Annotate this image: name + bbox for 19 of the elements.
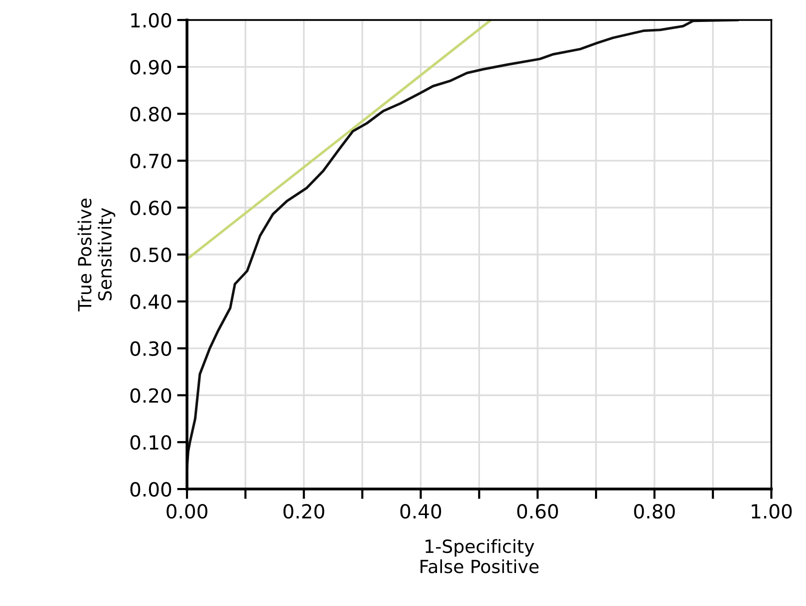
- x-tick-label: 1.00: [752, 504, 792, 519]
- y-tick-label: 0.60: [130, 200, 172, 216]
- y-tick-label: 0.70: [130, 154, 172, 168]
- x-axis-title: 1-Specificity False Positive: [420, 539, 539, 574]
- y-tick-label: 0.50: [130, 247, 172, 262]
- y-axis-title: True Positive Sensitivity: [78, 198, 116, 312]
- y-tick-label: 0.80: [130, 106, 172, 122]
- y-tick-label: 1.00: [131, 12, 172, 28]
- x-tick-label: 0.40: [400, 504, 442, 519]
- y-tick-label: 0.40: [130, 294, 172, 310]
- x-tick-label: 0.00: [166, 504, 208, 519]
- y-tick-label: 0.90: [130, 60, 172, 75]
- x-tick-label: 0.20: [283, 504, 324, 519]
- y-tick-label: 0.30: [130, 341, 172, 356]
- x-tick-label: 0.60: [517, 504, 558, 519]
- y-tick-label: 0.00: [130, 482, 172, 497]
- y-tick-label: 0.20: [130, 388, 172, 403]
- y-tick-label: 0.10: [130, 435, 172, 450]
- x-tick-label: 0.80: [634, 504, 675, 519]
